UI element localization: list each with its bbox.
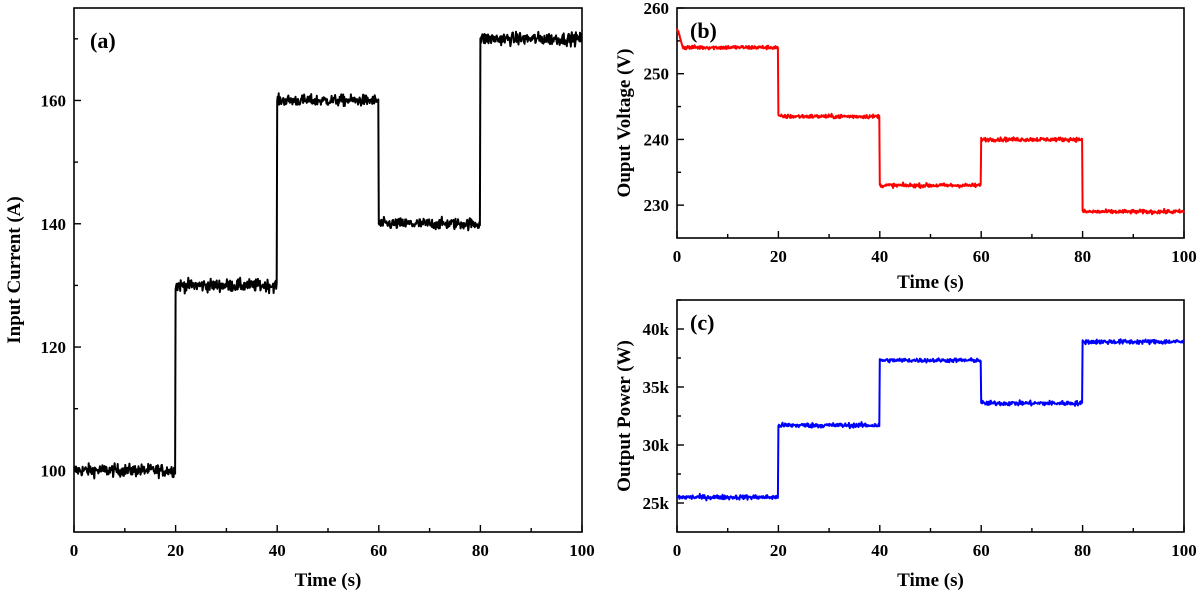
y-axis-label: Output Power (W)	[614, 340, 635, 492]
x-axis-label: Time (s)	[897, 570, 964, 591]
x-tick-label: 0	[673, 541, 682, 560]
y-tick-label: 40k	[643, 320, 670, 339]
x-tick-label: 60	[973, 247, 990, 266]
x-tick-label: 100	[569, 541, 595, 560]
panel-label: (b)	[690, 18, 717, 43]
panel-b-output-voltage: 0 20 40 60 80 100 230 240 250 260 Time (s) Ouput Vo…	[614, 0, 1197, 293]
x-tick-label: 40	[871, 247, 888, 266]
x-tick-label: 80	[1074, 541, 1091, 560]
x-tick-label: 20	[167, 541, 184, 560]
x-axis-label: Time (s)	[897, 272, 964, 293]
y-tick-label: 100	[41, 461, 67, 480]
x-tick-label: 40	[871, 541, 888, 560]
panel-a-input-current: 0 20 40 60 80 100 100 120 140 160 Time (s) Input Cu…	[4, 7, 595, 591]
y-axis-label: Input Current (A)	[4, 196, 25, 343]
x-tick-label: 60	[370, 541, 387, 560]
x-tick-label: 40	[269, 541, 286, 560]
x-tick-label: 0	[70, 541, 79, 560]
x-tick-label: 20	[770, 541, 787, 560]
y-tick-label: 140	[41, 215, 67, 234]
plot-frame	[676, 7, 1185, 239]
y-tick-label: 30k	[643, 436, 670, 455]
x-tick-label: 100	[1171, 541, 1197, 560]
panel-label: (a)	[90, 28, 116, 53]
x-axis-label: Time (s)	[295, 570, 362, 591]
x-tick-label: 60	[973, 541, 990, 560]
series-line	[73, 30, 583, 480]
x-tick-label: 20	[770, 247, 787, 266]
y-tick-label: 230	[644, 196, 670, 215]
series-line	[676, 28, 1185, 216]
x-tick-label: 80	[472, 541, 489, 560]
y-tick-label: 250	[644, 65, 670, 84]
y-tick-label: 35k	[643, 378, 670, 397]
x-tick-label: 100	[1171, 247, 1197, 266]
series-line	[676, 338, 1185, 502]
panel-label: (c)	[690, 310, 714, 335]
y-tick-label: 160	[41, 91, 67, 110]
x-tick-label: 0	[673, 247, 682, 266]
y-tick-label: 260	[644, 0, 670, 18]
y-tick-label: 240	[644, 130, 670, 149]
x-tick-label: 80	[1074, 247, 1091, 266]
panel-c-output-power: 0 20 40 60 80 100 25k 30k 35k 40k Time (s) Output P…	[614, 299, 1197, 591]
y-axis-label: Ouput Voltage (V)	[614, 49, 635, 198]
y-tick-label: 25k	[643, 494, 670, 513]
y-tick-label: 120	[41, 338, 67, 357]
plot-frame	[73, 7, 583, 533]
